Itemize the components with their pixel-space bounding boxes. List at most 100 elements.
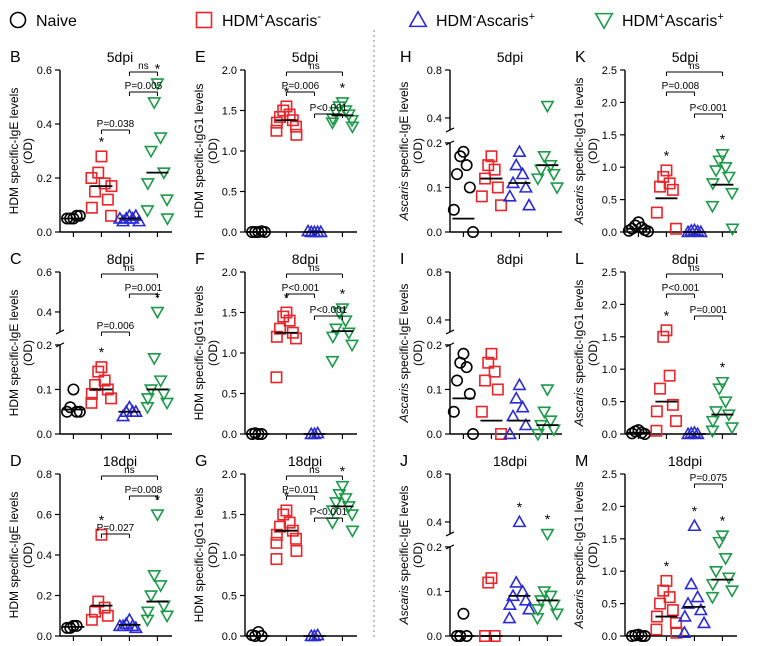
comparison-label: ns [309, 465, 320, 476]
y-axis-label: Ascaris specific-IgE levels [397, 486, 411, 626]
y-tick-label: 0.4 [37, 550, 52, 562]
panel-title: 18dpi [103, 453, 137, 469]
data-point [537, 151, 552, 164]
y-tick-label: 2.0 [222, 65, 237, 77]
data-point [328, 323, 344, 337]
data-point [290, 128, 303, 141]
data-point [335, 480, 350, 494]
data-point [463, 181, 476, 194]
y-axis-label: HDM specific-IgG1 levels [192, 488, 206, 623]
data-point [515, 166, 530, 180]
data-point [85, 613, 98, 626]
data-point [670, 415, 683, 428]
y-tick-label: 0.6 [37, 510, 52, 522]
significance-star: * [664, 558, 670, 574]
data-point [290, 544, 303, 557]
panel-letter: D [10, 453, 22, 470]
data-point [341, 327, 356, 341]
y-tick-label: 0.5 [222, 389, 237, 401]
comparison-label: ns [124, 263, 135, 274]
data-point [150, 509, 165, 522]
y-tick-label: 0.0 [602, 631, 617, 643]
data-point [460, 159, 473, 172]
data-point [509, 391, 524, 404]
data-point [277, 508, 290, 521]
data-point [502, 426, 517, 440]
data-point [274, 520, 287, 533]
data-point [663, 369, 676, 382]
panel-title: 18dpi [493, 453, 527, 469]
data-point [512, 514, 527, 528]
panel-letter: L [575, 251, 584, 268]
comparison-label: P=0.008 [662, 81, 700, 92]
y-tick-label: 1.5 [222, 106, 237, 118]
data-point [521, 601, 537, 615]
panel-title: 8dpi [672, 251, 698, 267]
panel-J: J 18dpi 0.0 0.1 0.2 0.4 0.8 Ascaris specific-Ig… [397, 453, 565, 643]
data-point [332, 307, 347, 320]
significance-star: * [545, 511, 551, 527]
comparison-label: P=0.006 [97, 321, 135, 332]
y-tick-label: 0.0 [222, 227, 237, 239]
data-point [708, 406, 724, 419]
data-point [270, 330, 283, 343]
y-tick-label: 1.0 [602, 566, 617, 578]
data-point [485, 347, 498, 360]
panel-G: G 18dpi 0.0 0.5 1.0 1.5 2.0 HDM specific-IgG1 l… [192, 453, 360, 643]
data-point [345, 525, 360, 539]
y-tick-label: 0.2 [37, 173, 52, 185]
y-axis-label: Ascaris specific-IgE levels [397, 284, 411, 424]
axis-break-mark [55, 329, 65, 335]
panel-K: K 5dpi 0.0 0.5 1.0 1.5 2.0 2.5 Ascaris specific-… [572, 49, 740, 239]
data-point [725, 223, 740, 237]
data-point [512, 144, 527, 158]
y-tick-label: 1.0 [602, 162, 617, 174]
y-axis-label: Ascaris specific-IgG1 levels [572, 280, 586, 428]
y-axis-unit: (OD) [411, 542, 425, 568]
y-tick-label: 2.0 [222, 267, 237, 279]
y-axis-unit: (OD) [411, 138, 425, 164]
data-point [705, 578, 720, 592]
data-point [549, 608, 565, 622]
data-point [290, 120, 303, 133]
data-point [546, 168, 561, 182]
data-point [502, 189, 517, 202]
panel-title: 5dpi [497, 49, 523, 65]
data-point [677, 609, 692, 622]
data-point [467, 427, 480, 440]
data-point [159, 610, 175, 624]
y-axis-label: HDM specific-IgG1 levels [192, 84, 206, 219]
data-point [61, 621, 74, 634]
data-point [622, 224, 635, 237]
data-point [657, 170, 670, 183]
axis-break-mark [445, 127, 455, 133]
data-point [451, 168, 464, 181]
data-point [283, 314, 296, 327]
data-point [479, 374, 492, 387]
panel-F: F 8dpi 0.0 0.5 1.0 1.5 2.0 HDM specific-IgG1 le… [192, 251, 360, 441]
significance-star: * [720, 131, 726, 147]
panel-I: I 8dpi 0.0 0.1 0.2 0.4 0.8 Ascaris specific-IgE… [397, 251, 562, 442]
data-point [325, 117, 340, 130]
y-tick-label: 2.0 [602, 299, 617, 311]
axis-break-mark [445, 329, 455, 335]
y-tick-label: 2.5 [602, 65, 617, 77]
data-point [147, 97, 162, 110]
data-point [115, 408, 131, 422]
data-point [61, 405, 74, 418]
data-point [540, 100, 555, 114]
data-point [530, 173, 545, 186]
panel-title: 5dpi [672, 49, 698, 65]
y-axis-unit: (OD) [586, 340, 600, 366]
data-point [687, 518, 702, 532]
data-point [119, 616, 134, 630]
y-tick-label: 2.5 [602, 469, 617, 481]
data-point [696, 615, 712, 629]
data-point [280, 306, 293, 319]
data-point [666, 604, 679, 617]
data-point [73, 405, 86, 418]
y-tick-label: 0.5 [222, 591, 237, 603]
significance-star: * [692, 503, 698, 519]
data-point [283, 516, 296, 529]
y-tick-label: 0.4 [37, 307, 52, 319]
